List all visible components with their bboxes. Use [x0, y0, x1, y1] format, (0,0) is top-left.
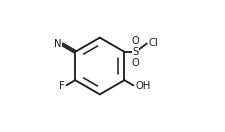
Text: O: O — [131, 36, 139, 46]
Text: S: S — [132, 47, 138, 57]
Text: F: F — [58, 81, 64, 91]
Text: Cl: Cl — [148, 39, 157, 48]
Text: OH: OH — [135, 81, 150, 91]
Text: O: O — [131, 58, 139, 68]
Text: N: N — [53, 39, 61, 49]
